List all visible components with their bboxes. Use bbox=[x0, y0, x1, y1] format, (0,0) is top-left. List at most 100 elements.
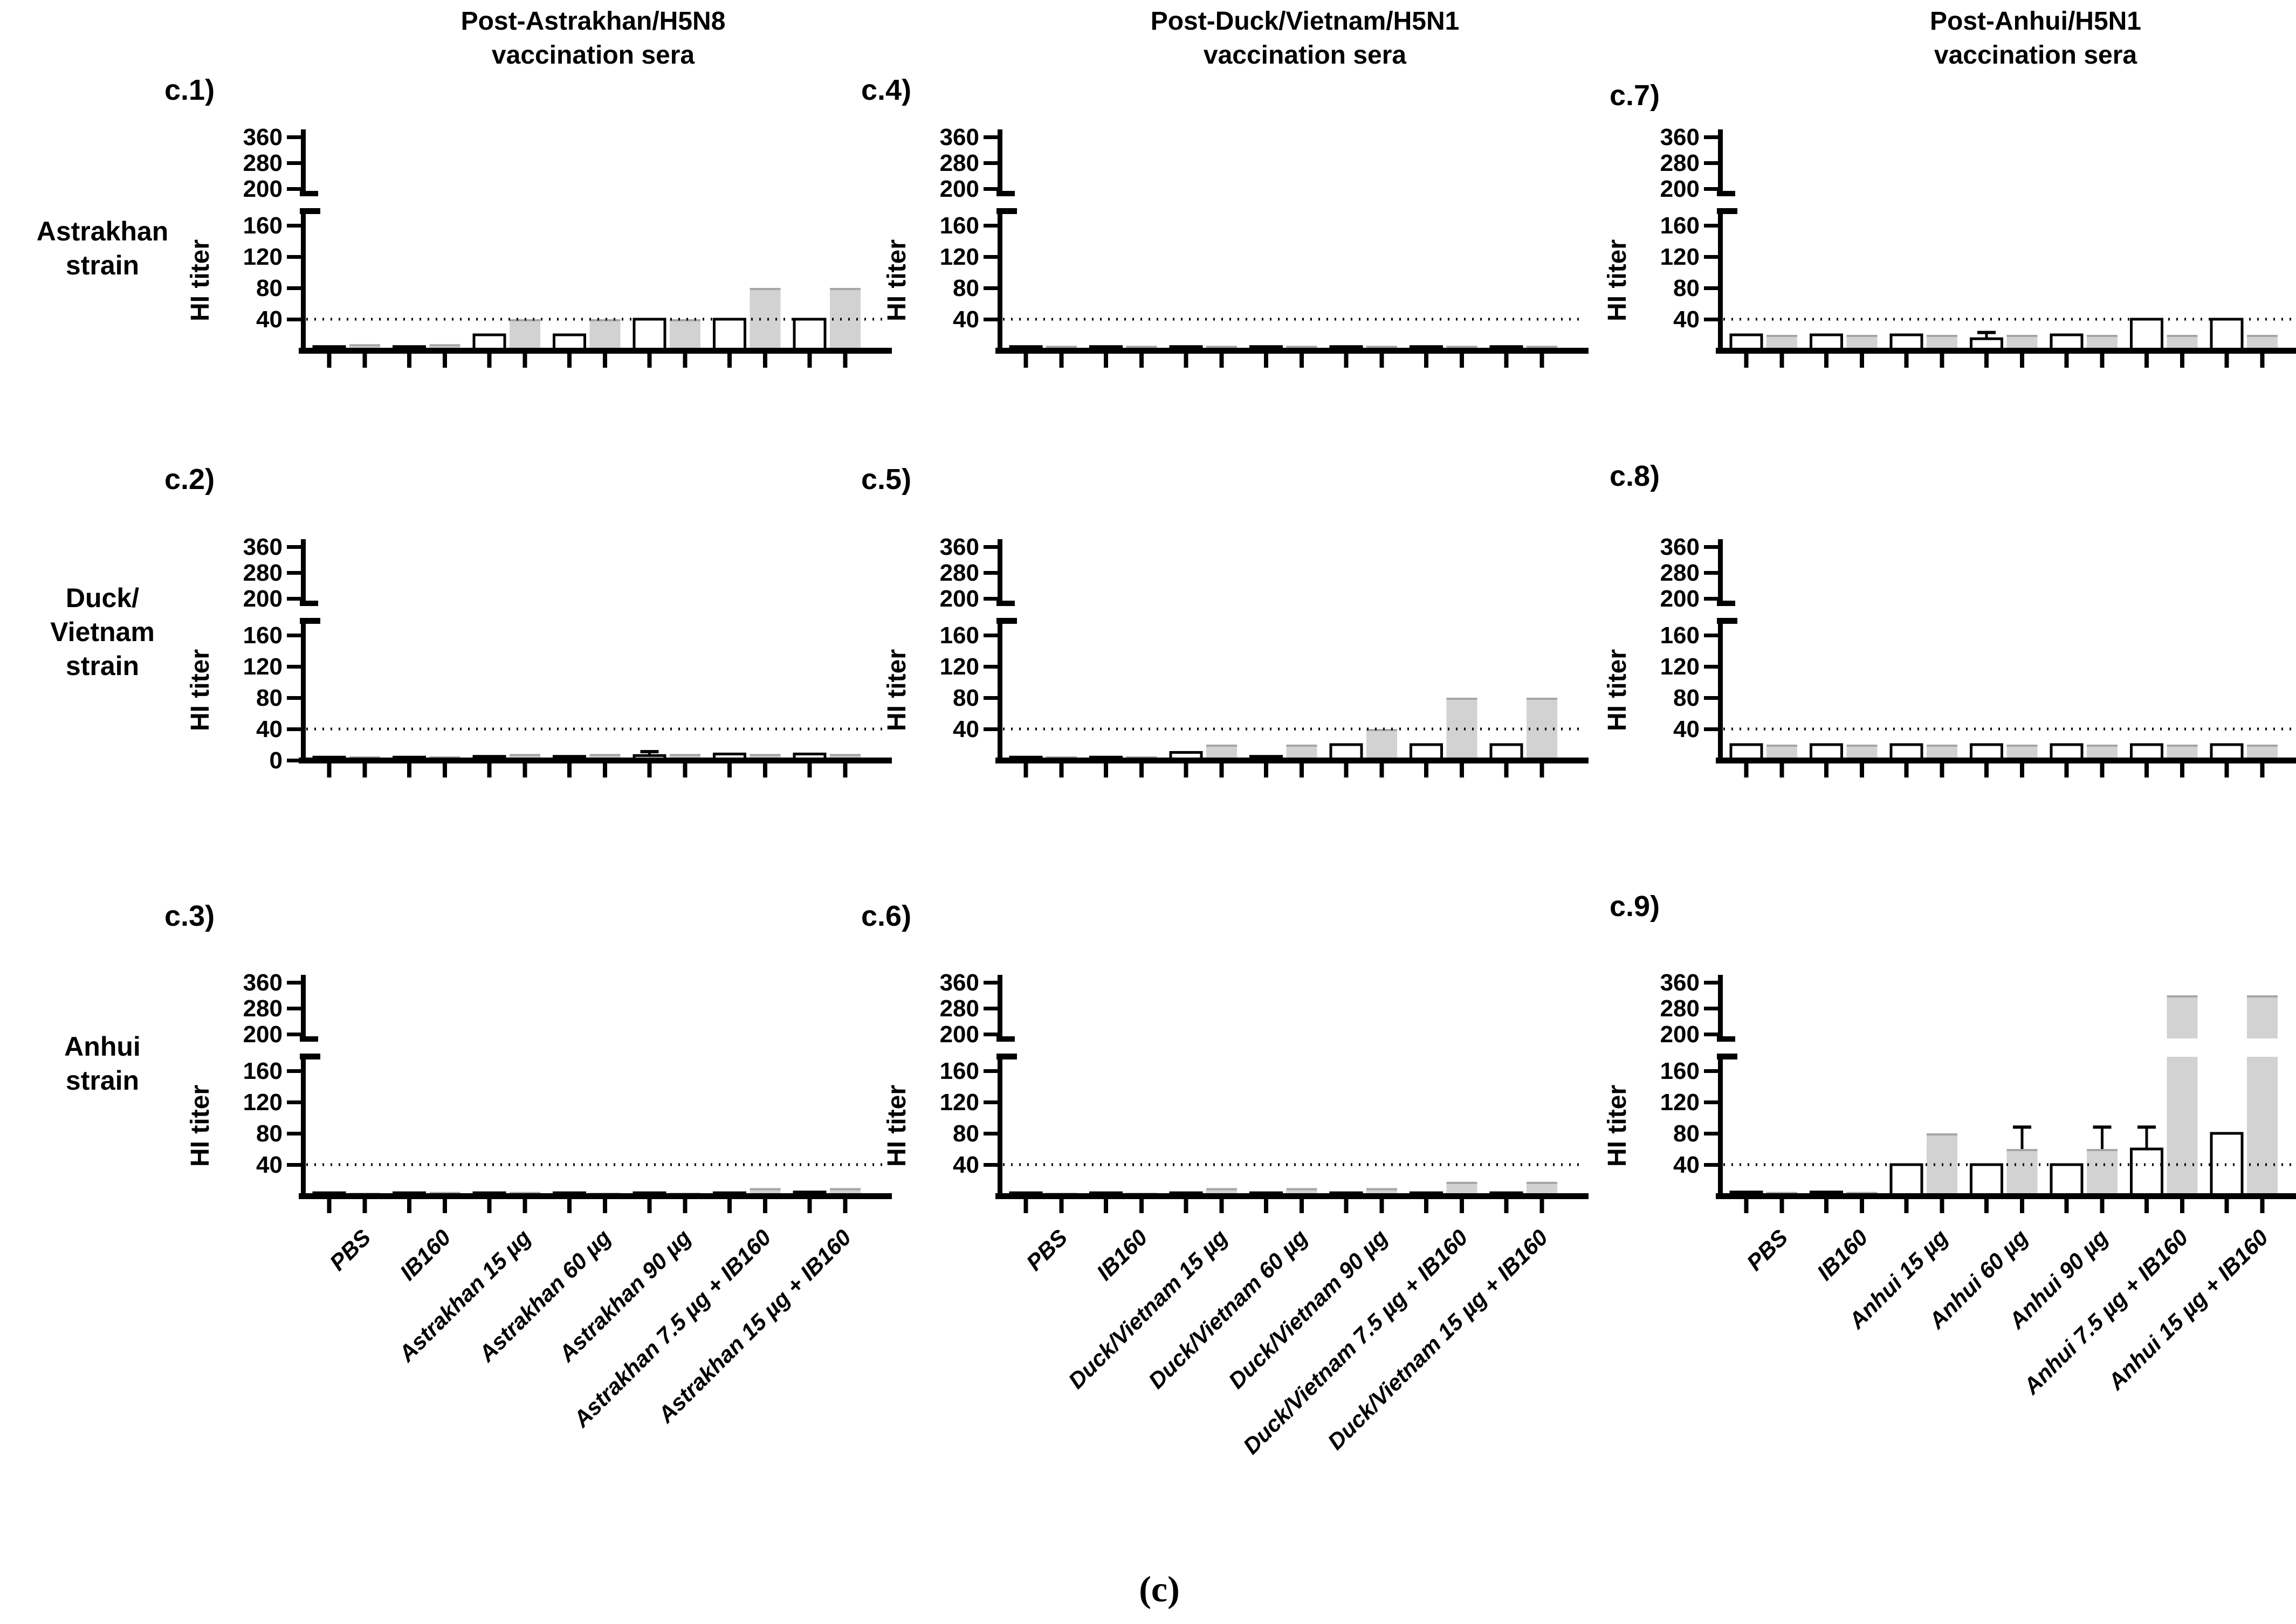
x-axis-tick bbox=[2020, 763, 2024, 777]
x-axis-tick bbox=[1779, 354, 1784, 368]
x-axis-tick bbox=[1379, 354, 1384, 368]
x-axis-tick bbox=[487, 1199, 492, 1213]
y-tick-label: 160 bbox=[1660, 212, 1700, 239]
bar-gray-edge bbox=[2167, 995, 2198, 997]
bar-gray-edge bbox=[1126, 756, 1157, 759]
x-axis-tick bbox=[1104, 763, 1108, 777]
y-tick-label: 80 bbox=[953, 685, 979, 711]
bar-gray-edge bbox=[1446, 346, 1477, 348]
x-axis-tick bbox=[1424, 1199, 1428, 1213]
y-tick-label: 40 bbox=[256, 1152, 283, 1178]
x-category-label: Anhui 7.5 µg + IB160 bbox=[2018, 1224, 2193, 1399]
y-tick-label: 160 bbox=[940, 212, 979, 239]
x-axis-tick bbox=[1379, 763, 1384, 777]
y-tick-label: 160 bbox=[940, 1058, 979, 1084]
x-axis-tick bbox=[1984, 763, 1989, 777]
y-tick-label: 120 bbox=[243, 653, 283, 680]
x-axis-tick bbox=[2064, 763, 2069, 777]
bar-gray-edge bbox=[750, 754, 781, 756]
error-bar-cap bbox=[2093, 1125, 2112, 1129]
y-tick-label: 200 bbox=[940, 1021, 979, 1048]
x-category-label: IB160 bbox=[395, 1224, 455, 1285]
y-tick-label: 40 bbox=[256, 716, 283, 742]
bar-gray-edge bbox=[1286, 745, 1317, 747]
y-tick-label: 160 bbox=[243, 1058, 283, 1084]
x-axis-tick bbox=[567, 354, 572, 368]
y-axis-tick bbox=[984, 1132, 999, 1136]
bar-gray-edge bbox=[1527, 1181, 1557, 1184]
y-axis-tick bbox=[287, 224, 302, 228]
y-axis-tick bbox=[287, 759, 302, 762]
x-axis-tick bbox=[1904, 1199, 1909, 1213]
y-axis-tick bbox=[984, 571, 999, 575]
bar-gray-edge bbox=[510, 1192, 540, 1194]
x-axis-tick bbox=[1860, 354, 1864, 368]
y-tick-label: 280 bbox=[940, 560, 979, 586]
y-tick-label: 160 bbox=[243, 622, 283, 649]
bar-gray-edge bbox=[1046, 346, 1077, 348]
y-axis-tick bbox=[1704, 597, 1719, 601]
y-axis-lower bbox=[301, 208, 306, 353]
y-axis-tick bbox=[984, 634, 999, 637]
bar-gray bbox=[2087, 1149, 2118, 1196]
y-axis-tick bbox=[1704, 1132, 1719, 1136]
bar-gray bbox=[510, 754, 540, 760]
y-axis-tick bbox=[1704, 571, 1719, 575]
x-axis-tick bbox=[683, 763, 688, 777]
x-category-label: Duck/Vietnam 15 µg bbox=[1063, 1224, 1232, 1393]
y-axis-tick bbox=[287, 696, 302, 700]
y-tick-label: 160 bbox=[1660, 622, 1700, 649]
subplot-label-c6: c.6) bbox=[861, 900, 912, 932]
x-axis-tick bbox=[1860, 1199, 1864, 1213]
y-axis-tick bbox=[984, 161, 999, 165]
y-axis-tick bbox=[984, 1007, 999, 1010]
y-tick-label: 40 bbox=[1673, 1152, 1700, 1178]
axis-break-cap-upper bbox=[300, 191, 318, 196]
y-tick-label: 360 bbox=[243, 534, 283, 560]
x-axis-tick bbox=[763, 1199, 767, 1213]
row-label-duck-vietnam-strain: Duck/ Vietnam strain bbox=[0, 581, 205, 683]
y-axis-label: HI titer bbox=[186, 1085, 215, 1167]
bar-gray-edge bbox=[1286, 346, 1317, 348]
y-axis-tick bbox=[984, 981, 999, 985]
x-axis-tick bbox=[603, 1199, 607, 1213]
bar-gray-edge bbox=[1846, 745, 1878, 747]
bar-gray-edge bbox=[1046, 756, 1077, 759]
x-axis-tick bbox=[1940, 763, 1944, 777]
x-axis-tick bbox=[647, 354, 652, 368]
y-axis-tick bbox=[984, 255, 999, 259]
y-axis-tick bbox=[287, 571, 302, 575]
x-axis-tick bbox=[2020, 354, 2024, 368]
x-axis-tick bbox=[1059, 763, 1064, 777]
x-axis-tick bbox=[1219, 763, 1224, 777]
bar-gray-edge bbox=[1126, 346, 1157, 348]
bar-gray bbox=[349, 344, 380, 350]
x-axis-tick bbox=[2144, 354, 2149, 368]
y-tick-label: 120 bbox=[940, 653, 979, 680]
y-axis-tick bbox=[984, 187, 999, 191]
y-tick-label: 280 bbox=[243, 150, 283, 176]
y-axis-tick bbox=[287, 1132, 302, 1136]
bar-gray-edge bbox=[429, 344, 460, 347]
y-axis-tick bbox=[287, 597, 302, 601]
bar-gray-edge bbox=[349, 344, 380, 347]
bar-gray bbox=[510, 319, 540, 350]
x-axis-tick bbox=[843, 1199, 848, 1213]
bar-gray-edge bbox=[2006, 335, 2038, 337]
y-axis-lower bbox=[998, 1054, 1002, 1199]
y-axis-tick bbox=[1704, 318, 1719, 321]
subplot-label-c1: c.1) bbox=[164, 74, 215, 106]
x-axis-tick bbox=[1744, 354, 1749, 368]
y-tick-label: 200 bbox=[243, 1021, 283, 1048]
x-axis-tick bbox=[727, 763, 732, 777]
y-tick-label: 40 bbox=[953, 1152, 979, 1178]
x-axis-tick bbox=[1264, 1199, 1268, 1213]
y-axis-tick bbox=[287, 1100, 302, 1104]
x-axis-tick bbox=[1300, 354, 1304, 368]
axis-break-cap-lower bbox=[996, 208, 1017, 214]
y-tick-label: 360 bbox=[1660, 969, 1700, 996]
y-tick-label: 360 bbox=[243, 124, 283, 150]
y-axis-tick bbox=[1704, 727, 1719, 731]
